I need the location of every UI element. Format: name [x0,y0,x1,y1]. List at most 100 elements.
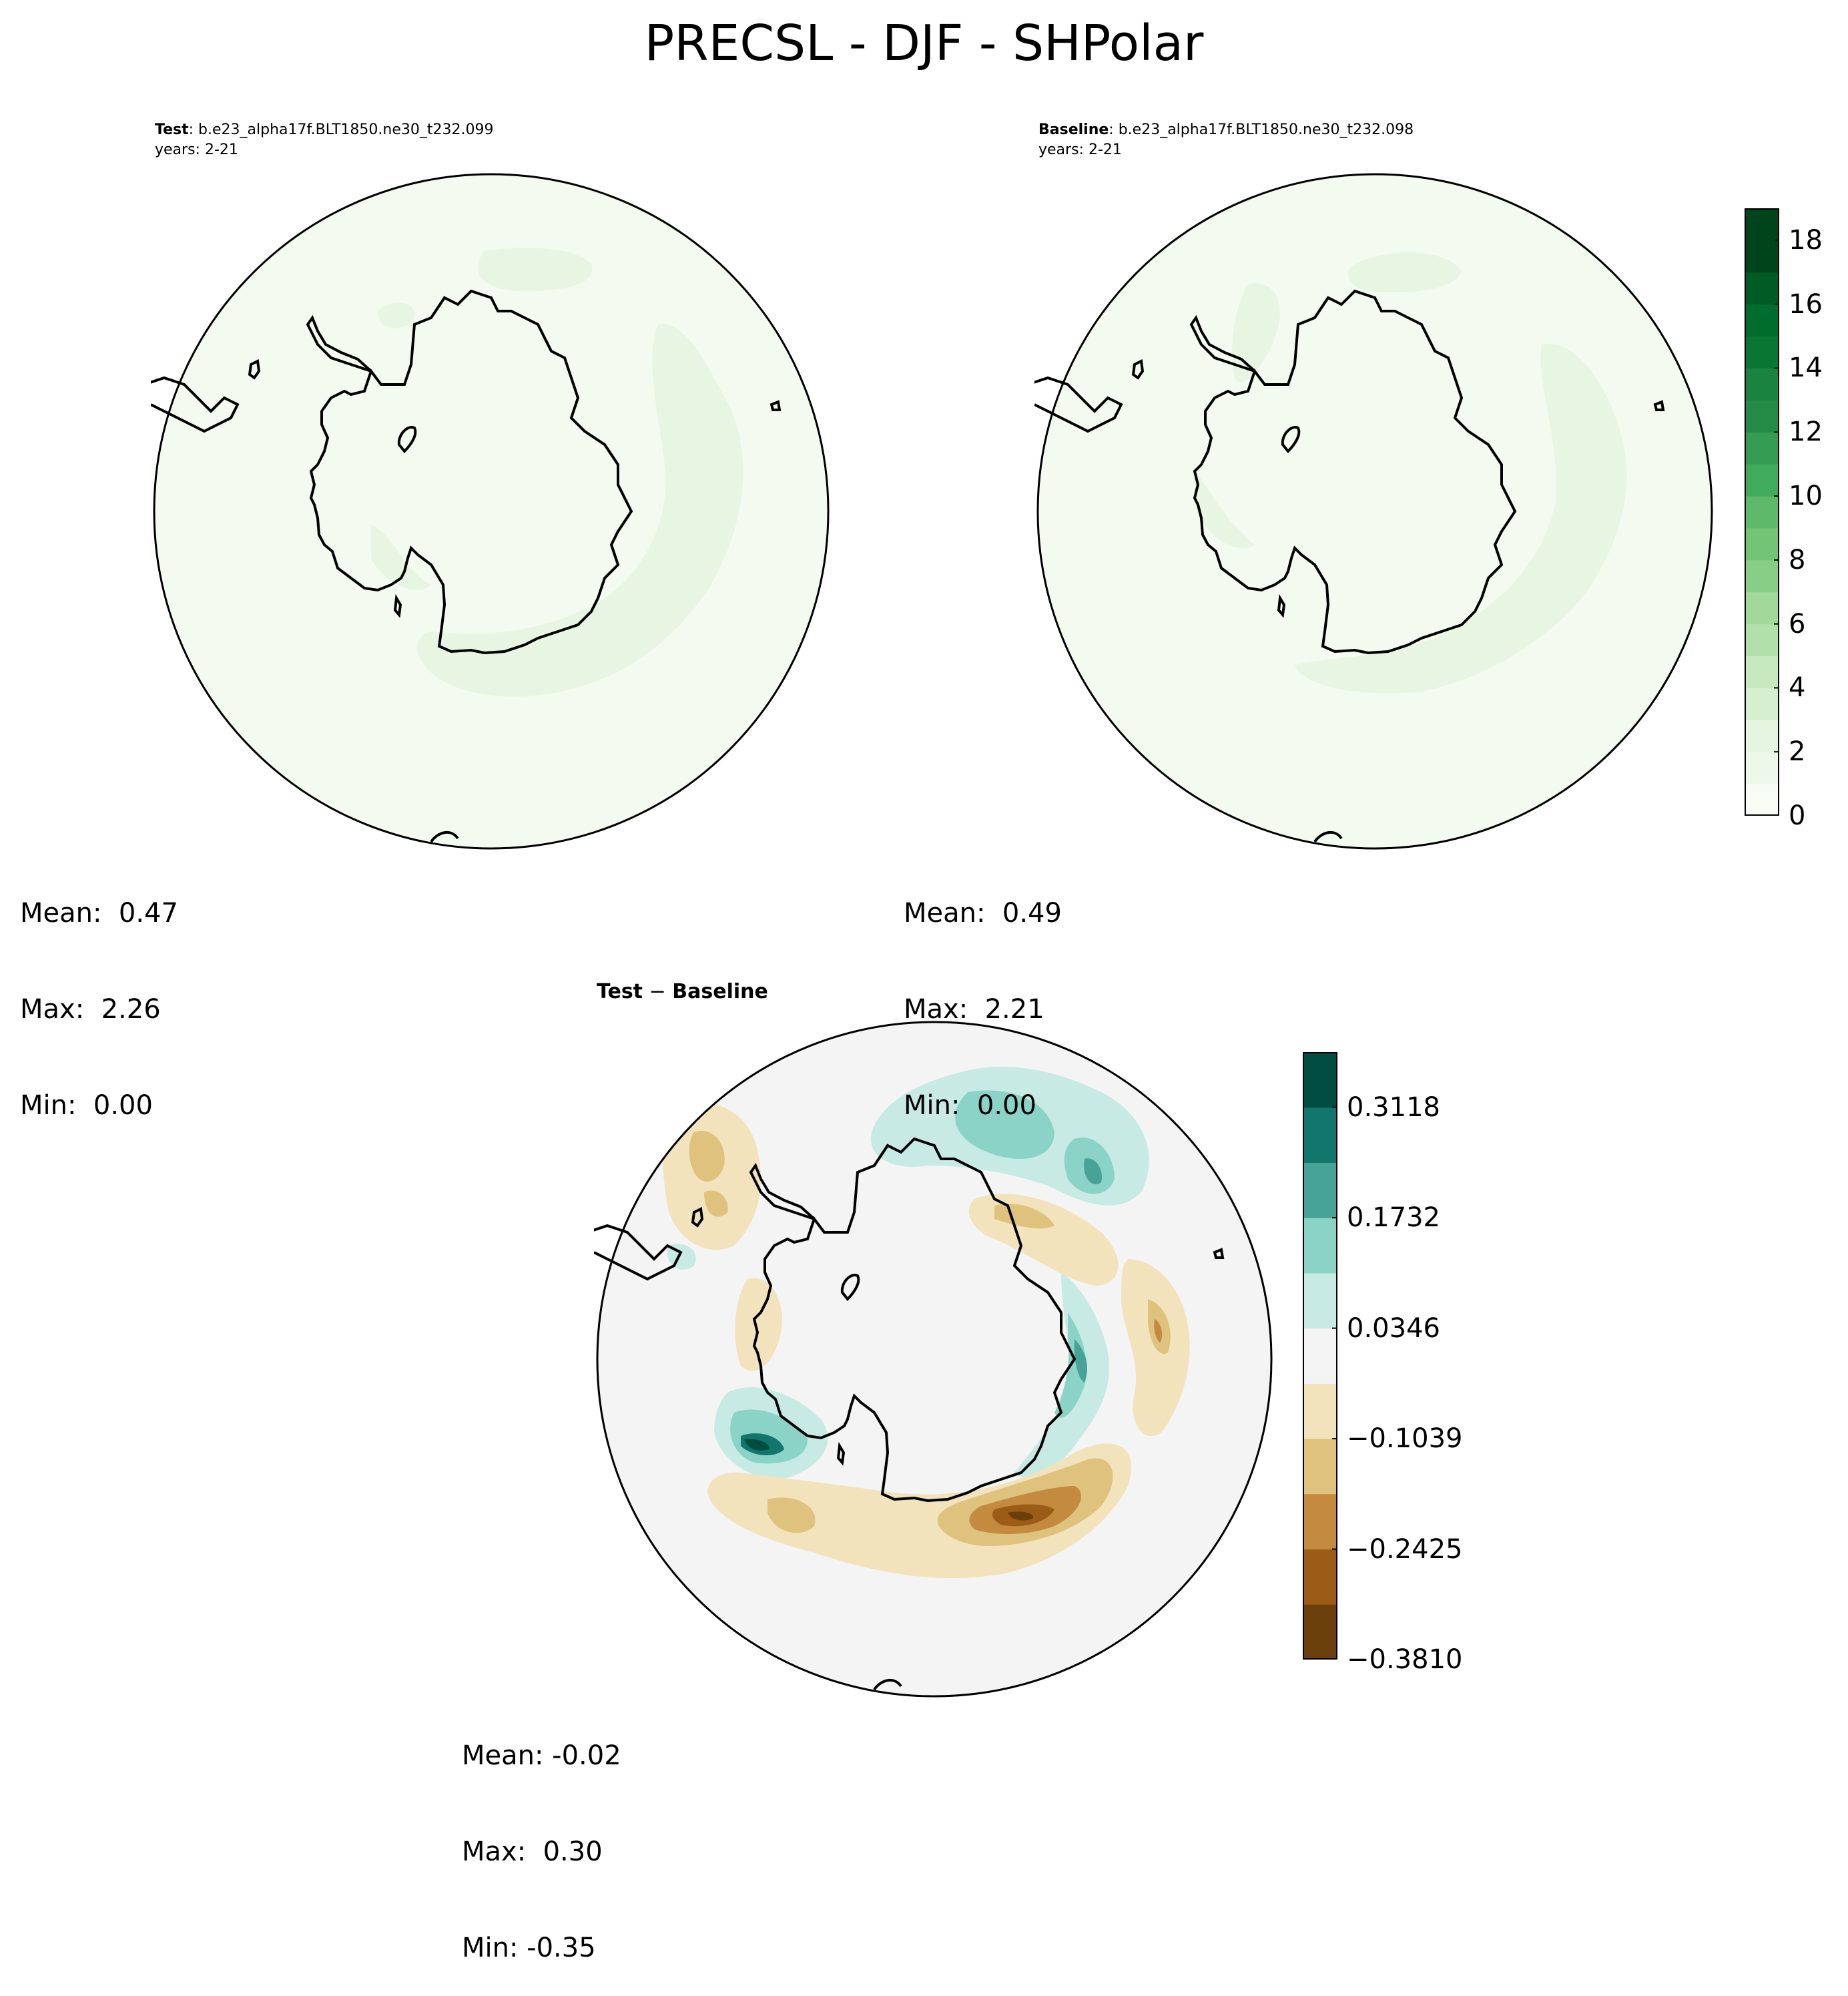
diff-min: Min: -0.35 [462,1933,596,1963]
colorbar-tick-label: 6 [1789,608,1806,640]
colorbar-segment [1303,1604,1337,1660]
colorbar-tick-label: 0.3118 [1347,1091,1440,1123]
test-map [151,173,830,850]
diff-negative-contour [767,1497,816,1533]
colorbar-segment [1745,432,1779,465]
colorbar-segment [1745,272,1779,305]
colorbar-segment [1745,688,1779,720]
test-precip-contour [477,248,593,291]
diff-title-test: Test [597,980,643,1003]
diff-colorbar-bar [1303,1052,1337,1660]
diff-positive-contour [744,1439,769,1451]
colorbar-segment [1303,1439,1337,1495]
colorbar-segment [1745,304,1779,337]
diff-positive-contour [1084,1158,1102,1185]
diff-panel-title: Test − Baseline [597,980,768,1003]
colorbar-segment [1303,1549,1337,1605]
baseline-max: Max: 2.21 [904,994,1044,1025]
colorbar-segment [1745,527,1779,561]
diff-negative-contour [1154,1319,1163,1342]
test-map-boundary [153,173,830,850]
diff-positive-contour [1074,1339,1088,1383]
colorbar-segment [1745,400,1779,433]
test-label: Test [155,121,189,138]
diff-positive-contour [1014,1272,1109,1478]
test-precip-contour [371,525,431,590]
colorbar-segment [1745,559,1779,593]
test-precip-contour [416,324,743,697]
colorbar-frame [1745,208,1779,816]
colorbar-segment [1745,720,1779,752]
diff-negative-contour [1008,1511,1034,1521]
test-years: years: 2-21 [155,142,238,158]
difference-map [594,1021,1273,1698]
colorbar-tick-label: 12 [1789,417,1823,448]
colorbar-segment [1745,208,1779,241]
colorbar-tick-label: 0.1732 [1347,1202,1440,1234]
diff-stats: Mean: -0.02 Max: 0.30 Min: -0.35 [462,1676,621,1996]
baseline-case-name: : b.e23_alpha17f.BLT1850.ne30_t232.098 [1109,121,1414,138]
colorbar-tick-label: 2 [1789,736,1806,768]
colorbar-segment [1303,1218,1337,1274]
absolute-colorbar-bar [1745,208,1779,816]
diff-max: Max: 0.30 [462,1836,603,1867]
figure-title: PRECSL - DJF - SHPolar [644,15,1204,72]
baseline-precip-contour [1232,283,1280,383]
colorbar-tick-label: 0.0346 [1347,1312,1440,1344]
baseline-min: Min: 0.00 [904,1090,1036,1121]
colorbar-frame [1303,1052,1337,1660]
diff-map-boundary [596,1021,1273,1698]
colorbar-segment [1745,784,1779,816]
colorbar-segment [1745,623,1779,657]
baseline-panel-header: Baseline: b.e23_alpha17f.BLT1850.ne30_t2… [1038,120,1414,160]
colorbar-tick-label: 10 [1789,481,1823,512]
colorbar-segment [1303,1272,1337,1329]
colorbar-segment [1303,1052,1337,1108]
diff-negative-contour [704,1190,728,1217]
colorbar-tick-label: 8 [1789,544,1806,575]
test-mean: Mean: 0.47 [20,898,178,929]
colorbar-segment [1303,1162,1337,1218]
baseline-precip-contour [1347,252,1462,292]
diff-title-baseline: Baseline [672,980,768,1003]
test-min: Min: 0.00 [20,1090,153,1121]
colorbar-tick-label: −0.2425 [1347,1533,1463,1565]
baseline-label: Baseline [1038,121,1109,138]
baseline-stats: Mean: 0.49 Max: 2.21 Min: 0.00 [904,833,1062,1154]
colorbar-segment [1745,591,1779,625]
colorbar-tick-label: 16 [1789,288,1823,320]
colorbar-segment [1745,240,1779,273]
test-stats: Mean: 0.47 Max: 2.26 Min: 0.00 [20,833,178,1154]
baseline-years: years: 2-21 [1038,142,1122,158]
diff-negative-contour [735,1278,782,1371]
colorbar-segment [1303,1383,1337,1439]
baseline-map [1034,173,1713,850]
test-coastlines [151,289,782,843]
colorbar-segment [1303,1107,1337,1163]
diff-negative-contour [707,1443,1132,1579]
colorbar-segment [1303,1328,1337,1384]
colorbar-segment [1745,464,1779,497]
diff-title-separator: − [643,980,673,1003]
colorbar-segment [1745,368,1779,401]
baseline-coastlines [1034,289,1665,843]
diff-coastlines [594,1137,1225,1691]
absolute-colorbar-labels: 0 2 4 6 8 10 12 14 16 18 [1789,208,1842,829]
colorbar-segment [1745,336,1779,368]
diff-positive-contour [955,1090,1054,1159]
colorbar-tick-label: 0 [1789,800,1806,831]
baseline-mean: Mean: 0.49 [904,898,1062,929]
colorbar-segment [1303,1493,1337,1550]
diff-colorbar-labels: 0.3118 0.1732 0.0346 −0.1039 −0.2425 −0.3810 [1347,1052,1480,1673]
baseline-map-boundary [1036,173,1713,850]
test-panel-header: Test: b.e23_alpha17f.BLT1850.ne30_t232.0… [155,120,493,160]
test-case-name: : b.e23_alpha17f.BLT1850.ne30_t232.099 [188,121,494,138]
baseline-map-background [1038,174,1712,848]
colorbar-tick-label: −0.3810 [1347,1644,1463,1675]
colorbar-tick-label: 4 [1789,672,1806,704]
diff-colorbar [1303,1052,1337,1660]
test-max: Max: 2.26 [20,994,161,1025]
colorbar-tick-label: −0.1039 [1347,1423,1463,1455]
baseline-precip-contour [1195,471,1255,549]
colorbar-segment [1745,752,1779,784]
